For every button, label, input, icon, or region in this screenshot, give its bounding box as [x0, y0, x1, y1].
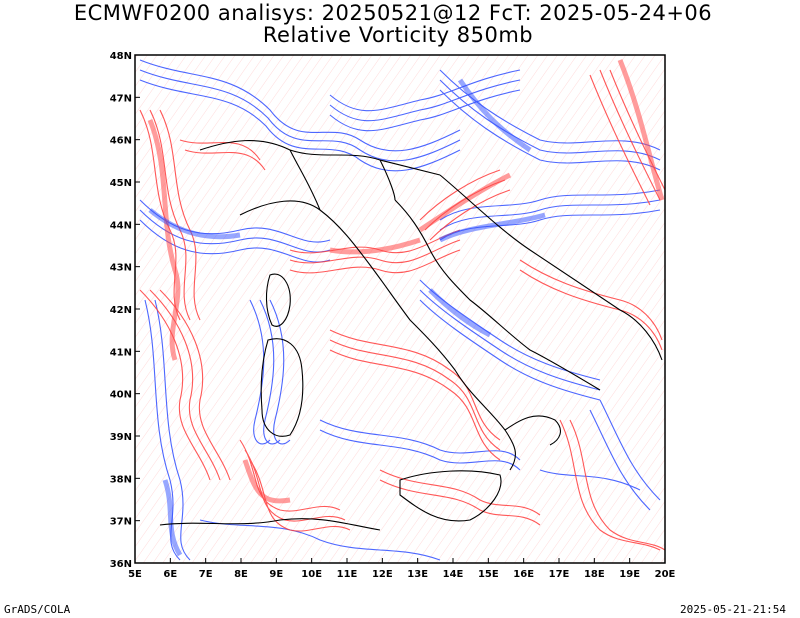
x-tick-label: 18E [584, 569, 605, 580]
x-tick-label: 13E [407, 569, 428, 580]
y-tick-label: 48N [110, 51, 132, 62]
y-axis-labels: 36N 37N 38N 39N 40N 41N 42N 43N 44N 45N 46N 47N 48N [110, 51, 132, 570]
y-tick-label: 47N [110, 93, 132, 104]
footer-software-label: GrADS/COLA [4, 603, 71, 616]
x-tick-label: 6E [163, 569, 177, 580]
title-line-1: ECMWF0200 analisys: 20250521@12 FcT: 202… [73, 1, 713, 25]
x-tick-label: 20E [655, 569, 676, 580]
title-line-2: Relative Vorticity 850mb [262, 23, 534, 47]
y-tick-label: 38N [110, 474, 132, 485]
footer-timestamp: 2025-05-21-21:54 [680, 603, 786, 616]
x-tick-label: 9E [269, 569, 283, 580]
y-tick-label: 36N [110, 559, 132, 570]
y-tick-label: 40N [110, 390, 132, 401]
x-tick-label: 15E [478, 569, 499, 580]
x-tick-label: 17E [549, 569, 570, 580]
y-tick-label: 39N [110, 432, 132, 443]
x-tick-label: 12E [372, 569, 393, 580]
field-layer [135, 55, 665, 563]
y-tick-label: 42N [110, 305, 132, 316]
y-tick-label: 37N [110, 517, 132, 528]
axis-ticks [134, 54, 666, 564]
x-axis-labels: 5E 6E 7E 8E 9E 10E 11E 12E 13E 14E 15E 16E 17E 18E 19E… [128, 569, 675, 580]
x-tick-label: 14E [443, 569, 464, 580]
x-tick-label: 19E [619, 569, 640, 580]
x-tick-label: 10E [301, 569, 322, 580]
coastlines [159, 140, 663, 531]
y-tick-label: 45N [110, 178, 132, 189]
x-tick-label: 16E [513, 569, 534, 580]
y-tick-label: 43N [110, 263, 132, 274]
x-tick-label: 5E [128, 569, 142, 580]
x-tick-label: 8E [234, 569, 248, 580]
strong-negative-bands [148, 78, 546, 557]
y-tick-label: 44N [110, 220, 132, 231]
x-tick-label: 11E [337, 569, 358, 580]
y-tick-label: 41N [110, 347, 132, 358]
x-tick-label: 7E [199, 569, 213, 580]
y-tick-label: 46N [110, 136, 132, 147]
strong-positive-bands [147, 59, 665, 504]
